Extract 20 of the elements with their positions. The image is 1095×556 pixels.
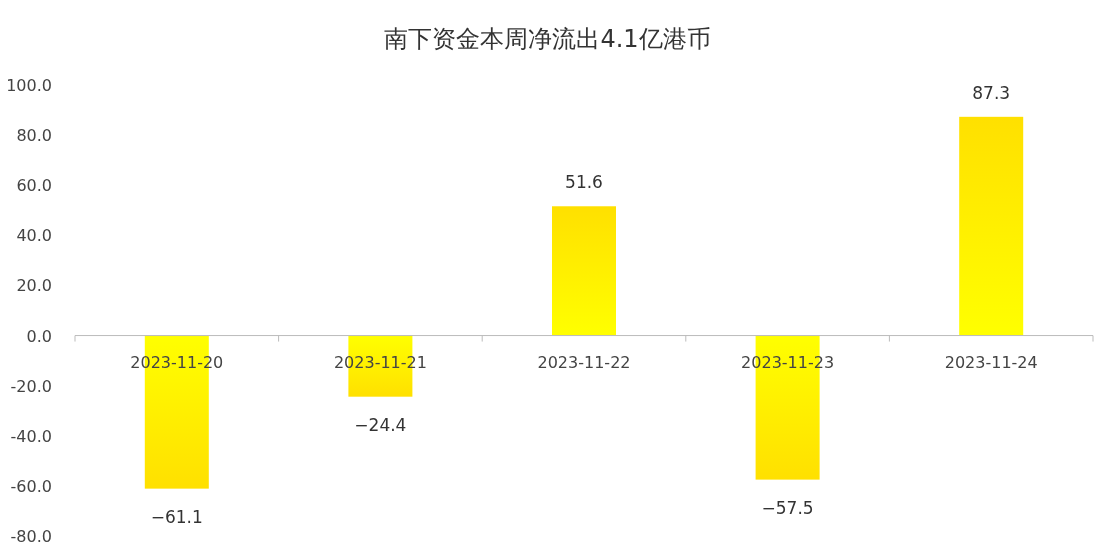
y-tick-label: -40.0: [10, 426, 52, 446]
x-tick-label: 2023-11-22: [537, 352, 631, 372]
bar: [959, 116, 1024, 336]
y-tick-label: 40.0: [16, 226, 52, 246]
y-tick-label: 80.0: [16, 126, 52, 146]
y-tick-label: -60.0: [10, 476, 52, 496]
data-label: −61.1: [150, 506, 203, 527]
data-label: −24.4: [354, 414, 407, 435]
data-label: 51.6: [565, 172, 603, 193]
data-label: −57.5: [761, 497, 814, 518]
x-tick-label: 2023-11-24: [944, 352, 1038, 372]
bar: [552, 206, 616, 336]
y-tick-label: -80.0: [10, 527, 52, 546]
y-tick-label: 100.0: [6, 76, 52, 95]
y-tick-label: 60.0: [16, 176, 52, 196]
y-tick-label: -20.0: [10, 376, 52, 396]
y-tick-label: 20.0: [16, 276, 52, 296]
chart-title: 南下资金本周净流出4.1亿港币: [384, 25, 711, 53]
y-tick-label: 0.0: [26, 326, 52, 346]
data-label: 87.3: [972, 82, 1011, 103]
